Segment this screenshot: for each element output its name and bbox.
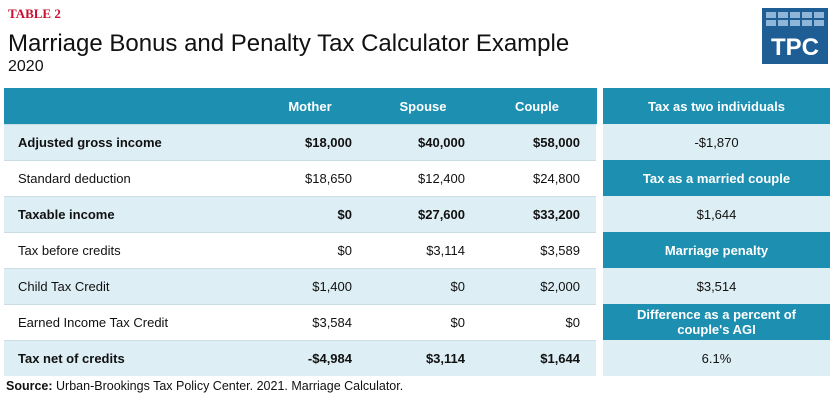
row-bg (4, 304, 596, 340)
source: Source: Urban-Brookings Tax Policy Cente… (6, 379, 403, 393)
row-bg (4, 268, 596, 304)
row-label: Child Tax Credit (18, 278, 110, 294)
row-bg (4, 124, 596, 160)
row-bg (4, 196, 596, 232)
row-bg (4, 160, 596, 196)
cell: $2,000 (540, 278, 580, 294)
cell: $58,000 (533, 134, 580, 150)
cell: $0 (337, 206, 352, 222)
cell: $0 (337, 242, 352, 258)
cell: $0 (450, 314, 465, 330)
cell: $33,200 (533, 206, 580, 222)
row-bg (4, 232, 596, 268)
summary-heading: Marriage penalty (603, 232, 830, 268)
cell: $3,114 (425, 350, 465, 366)
subtitle: 2020 (8, 58, 44, 75)
summary-value: $3,514 (603, 268, 830, 304)
summary-value: $1,644 (603, 196, 830, 232)
row-label: Taxable income (18, 206, 115, 222)
cell: $24,800 (533, 170, 580, 186)
summary-value: -$1,870 (603, 124, 830, 160)
cell: $3,584 (312, 314, 352, 330)
row-label: Earned Income Tax Credit (18, 314, 169, 330)
source-label: Source: (6, 379, 53, 393)
summary-value: 6.1% (603, 340, 830, 376)
table-label: TABLE 2 (8, 6, 61, 21)
cell: $18,650 (305, 170, 352, 186)
logo: TPC (762, 8, 828, 64)
row-label: Tax net of credits (18, 350, 125, 366)
cell: $12,400 (418, 170, 465, 186)
row-bg (4, 340, 596, 376)
cell: -$4,984 (307, 350, 352, 366)
cell: $3,589 (540, 242, 580, 258)
column-header: Spouse (363, 88, 483, 124)
cell: $18,000 (305, 134, 352, 150)
logo-squares (766, 12, 824, 26)
cell: $27,600 (418, 206, 465, 222)
cell: $1,400 (312, 278, 352, 294)
row-label: Tax before credits (18, 242, 121, 258)
cell: $0 (450, 278, 465, 294)
cell: $0 (565, 314, 580, 330)
cell: $3,114 (426, 242, 465, 258)
row-label: Adjusted gross income (18, 134, 162, 150)
cell: $1,644 (540, 350, 580, 366)
summary-heading: Difference as a percent of couple's AGI (603, 304, 830, 340)
column-header: Couple (477, 88, 597, 124)
column-header: Mother (250, 88, 370, 124)
summary-heading: Tax as a married couple (603, 160, 830, 196)
summary-heading: Tax as two individuals (603, 88, 830, 124)
title: Marriage Bonus and Penalty Tax Calculato… (8, 30, 570, 57)
row-label: Standard deduction (18, 170, 131, 186)
cell: $40,000 (418, 134, 465, 150)
source-text: Urban-Brookings Tax Policy Center. 2021.… (56, 379, 404, 393)
logo-text: TPC (771, 34, 819, 61)
